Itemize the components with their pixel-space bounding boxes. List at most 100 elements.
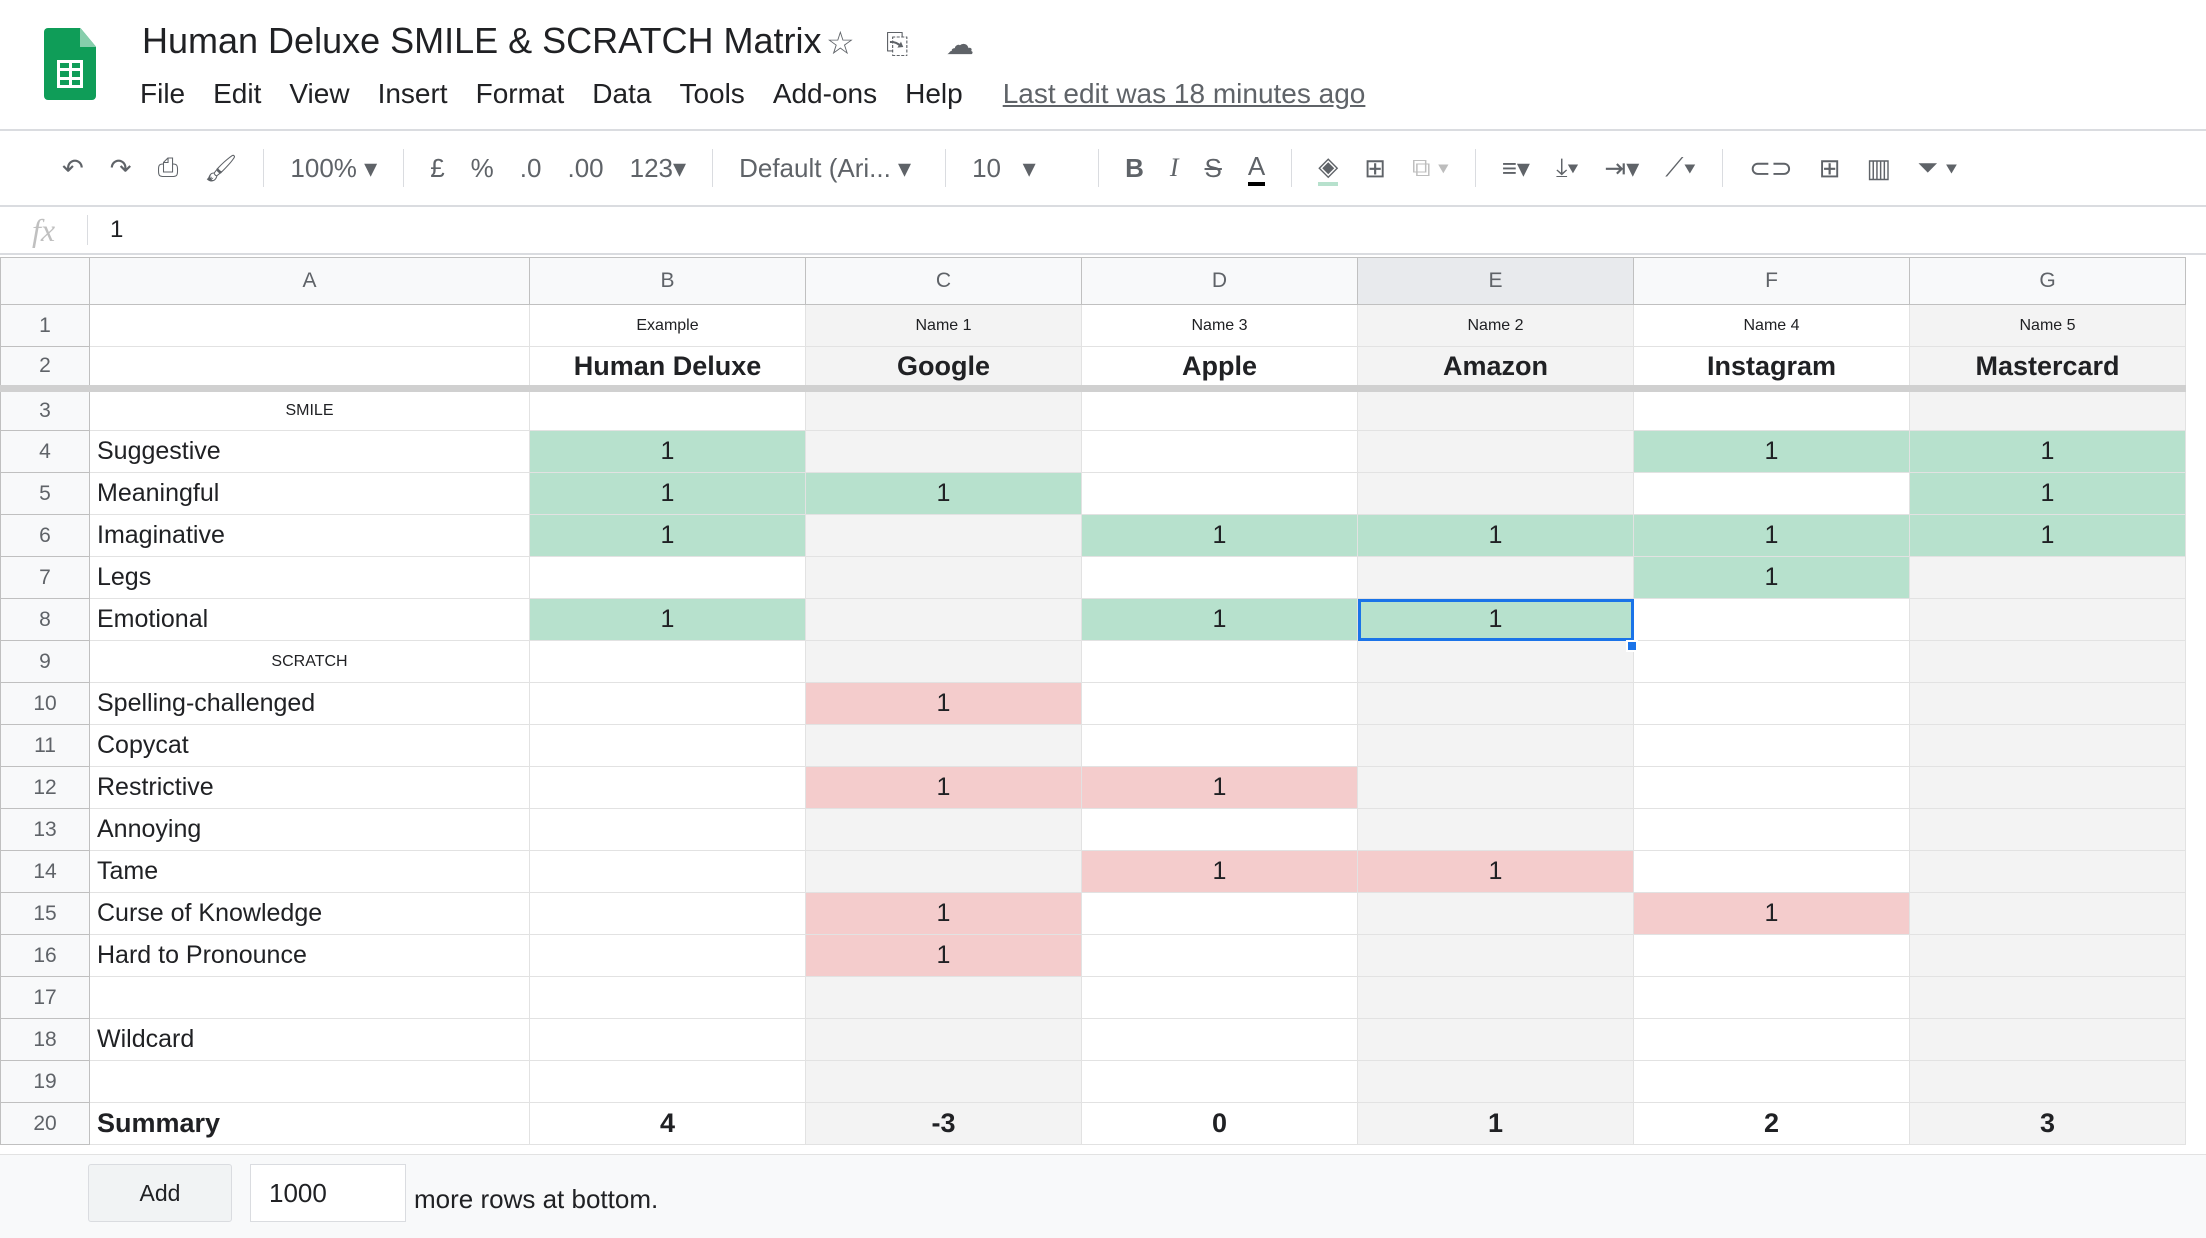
row-header[interactable]: 11 [0, 724, 90, 767]
cell-e3[interactable] [1357, 388, 1634, 431]
filter-icon[interactable]: ⏷ ▾ [1917, 152, 1958, 182]
fill-handle[interactable] [1626, 640, 1638, 652]
cell-f1[interactable]: Name 4 [1633, 304, 1910, 347]
currency-button[interactable]: £ [430, 152, 445, 183]
cell-f18[interactable] [1633, 1018, 1910, 1061]
align-icon[interactable]: ≡▾ [1501, 152, 1530, 183]
menu-edit[interactable]: Edit [213, 78, 262, 109]
column-header-a[interactable]: A [89, 257, 530, 305]
formula-input[interactable]: 1 [110, 216, 124, 243]
more-formats-button[interactable]: 123▾ [629, 152, 687, 183]
cell-d5[interactable] [1081, 472, 1358, 515]
menu-view[interactable]: View [289, 78, 350, 109]
cell-c9[interactable] [805, 640, 1082, 683]
cell-c1[interactable]: Name 1 [805, 304, 1082, 347]
column-header-f[interactable]: F [1633, 257, 1910, 305]
cell-e11[interactable] [1357, 724, 1634, 767]
cell-g20[interactable]: 3 [1909, 1102, 2186, 1145]
font-select[interactable]: Default (Ari... ▾ [739, 152, 912, 183]
row-header[interactable]: 19 [0, 1060, 90, 1103]
cell-c11[interactable] [805, 724, 1082, 767]
row-label-cell[interactable]: Suggestive [89, 430, 530, 473]
row-label-cell[interactable]: Hard to Pronounce [89, 934, 530, 977]
cell-f11[interactable] [1633, 724, 1910, 767]
cell-g19[interactable] [1909, 1060, 2186, 1103]
row-label-cell[interactable]: Legs [89, 556, 530, 599]
increase-decimal-button[interactable]: .00 [567, 152, 604, 183]
cell-c2[interactable]: Google [805, 346, 1082, 392]
cell-g5[interactable]: 1 [1909, 472, 2186, 515]
cell-g13[interactable] [1909, 808, 2186, 851]
cell-c16[interactable]: 1 [805, 934, 1082, 977]
row-header[interactable]: 2 [0, 346, 90, 392]
cell-g7[interactable] [1909, 556, 2186, 599]
cell-e20[interactable]: 1 [1357, 1102, 1634, 1145]
column-header-g[interactable]: G [1909, 257, 2186, 305]
cell-f17[interactable] [1633, 976, 1910, 1019]
cell-d1[interactable]: Name 3 [1081, 304, 1358, 347]
cell-b15[interactable] [529, 892, 806, 935]
link-icon[interactable]: ⊂⊃ [1749, 152, 1793, 183]
star-icon[interactable]: ☆ [826, 25, 855, 61]
cell-b4[interactable]: 1 [529, 430, 806, 473]
borders-icon[interactable]: ⊞ [1364, 152, 1387, 183]
row-label-cell[interactable]: Annoying [89, 808, 530, 851]
cell-g4[interactable]: 1 [1909, 430, 2186, 473]
cell-b14[interactable] [529, 850, 806, 893]
cell-f19[interactable] [1633, 1060, 1910, 1103]
cell-d17[interactable] [1081, 976, 1358, 1019]
cell-b19[interactable] [529, 1060, 806, 1103]
cell-c20[interactable]: -3 [805, 1102, 1082, 1145]
cell-d12[interactable]: 1 [1081, 766, 1358, 809]
column-header-e[interactable]: E [1357, 257, 1634, 305]
cell-b16[interactable] [529, 934, 806, 977]
cell-c10[interactable]: 1 [805, 682, 1082, 725]
cell-d4[interactable] [1081, 430, 1358, 473]
cell-f15[interactable]: 1 [1633, 892, 1910, 935]
cell-f3[interactable] [1633, 388, 1910, 431]
row-label-cell[interactable]: Meaningful [89, 472, 530, 515]
cell-c18[interactable] [805, 1018, 1082, 1061]
row-label-cell[interactable] [89, 304, 530, 347]
document-title[interactable]: Human Deluxe SMILE & SCRATCH Matrix [142, 20, 822, 61]
cell-g11[interactable] [1909, 724, 2186, 767]
last-edit-link[interactable]: Last edit was 18 minutes ago [1002, 78, 1366, 109]
cell-c3[interactable] [805, 388, 1082, 431]
percent-button[interactable]: % [470, 152, 494, 183]
row-header[interactable]: 16 [0, 934, 90, 977]
cell-b17[interactable] [529, 976, 806, 1019]
rows-count-input[interactable]: 1000 [250, 1164, 406, 1222]
cell-b8[interactable]: 1 [529, 598, 806, 641]
cell-g10[interactable] [1909, 682, 2186, 725]
bold-icon[interactable]: B [1125, 152, 1144, 183]
cell-e5[interactable] [1357, 472, 1634, 515]
cell-e7[interactable] [1357, 556, 1634, 599]
cell-g1[interactable]: Name 5 [1909, 304, 2186, 347]
cell-e19[interactable] [1357, 1060, 1634, 1103]
cell-d19[interactable] [1081, 1060, 1358, 1103]
cell-e8[interactable]: 1 [1357, 598, 1634, 641]
chart-icon[interactable]: ▥ [1866, 152, 1892, 183]
font-size-select[interactable]: 10 ▾ [972, 152, 1036, 183]
cell-d3[interactable] [1081, 388, 1358, 431]
cell-b3[interactable] [529, 388, 806, 431]
cell-e10[interactable] [1357, 682, 1634, 725]
row-header[interactable]: 5 [0, 472, 90, 515]
cell-b7[interactable] [529, 556, 806, 599]
add-rows-button[interactable]: Add [88, 1164, 232, 1222]
cell-g2[interactable]: Mastercard [1909, 346, 2186, 392]
cell-e18[interactable] [1357, 1018, 1634, 1061]
cell-b6[interactable]: 1 [529, 514, 806, 557]
redo-icon[interactable]: ↷ [109, 152, 132, 183]
zoom-select[interactable]: 100% ▾ [290, 152, 378, 183]
cell-d18[interactable] [1081, 1018, 1358, 1061]
cell-d7[interactable] [1081, 556, 1358, 599]
cell-g9[interactable] [1909, 640, 2186, 683]
row-label-cell[interactable] [89, 1060, 530, 1103]
cell-e4[interactable] [1357, 430, 1634, 473]
wrap-icon[interactable]: ⇥▾ [1604, 152, 1640, 183]
cell-g15[interactable] [1909, 892, 2186, 935]
row-label-cell[interactable] [89, 346, 530, 392]
cell-d11[interactable] [1081, 724, 1358, 767]
cell-e2[interactable]: Amazon [1357, 346, 1634, 392]
